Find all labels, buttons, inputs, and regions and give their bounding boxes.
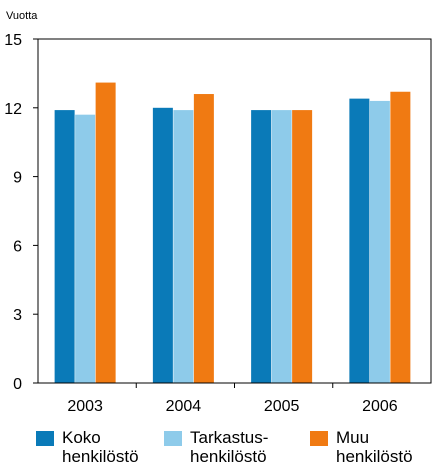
bar: [390, 91, 411, 383]
y-tick-label: 0: [13, 376, 22, 393]
legend-item-tarkastus: Tarkastus- henkilöstö: [164, 428, 268, 466]
bar: [75, 114, 96, 384]
bar: [193, 94, 214, 383]
legend: Koko henkilöstö Tarkastus- henkilöstö Mu…: [0, 428, 433, 470]
x-tick-label: 2004: [166, 398, 202, 415]
legend-swatch-koko: [36, 431, 54, 446]
bar: [54, 110, 75, 384]
legend-swatch-muu: [310, 431, 328, 446]
y-axis: 0 3 6 9 12 15: [4, 32, 38, 393]
bar-chart: Vuotta 0 3 6 9 12 15 2003 2004 2005 2006: [4, 10, 432, 415]
y-tick-label: 9: [13, 170, 22, 187]
y-tick-label: 12: [4, 101, 22, 118]
legend-label-muu: Muu henkilöstö: [336, 428, 413, 466]
x-tick-label: 2003: [67, 398, 103, 415]
bar: [95, 82, 116, 383]
legend-item-koko: Koko henkilöstö: [36, 428, 139, 466]
y-tick-label: 15: [4, 32, 22, 49]
y-tick-label: 3: [13, 307, 22, 324]
bar: [251, 110, 272, 384]
y-axis-label: Vuotta: [6, 10, 38, 22]
plot-area: [54, 82, 411, 384]
bar: [369, 100, 390, 384]
x-axis: 2003 2004 2005 2006: [67, 383, 398, 415]
bar: [292, 110, 313, 384]
bar: [349, 98, 370, 384]
legend-item-muu: Muu henkilöstö: [310, 428, 413, 466]
y-tick-label: 6: [13, 238, 22, 255]
plot-frame: [37, 38, 432, 384]
legend-swatch-tarkastus: [164, 431, 182, 446]
x-tick-label: 2006: [362, 398, 398, 415]
legend-label-tarkastus: Tarkastus- henkilöstö: [190, 428, 269, 466]
legend-label-koko: Koko henkilöstö: [62, 428, 139, 466]
x-tick-label: 2005: [264, 398, 300, 415]
bar: [152, 107, 173, 384]
bar: [173, 110, 194, 384]
bar: [271, 110, 292, 384]
